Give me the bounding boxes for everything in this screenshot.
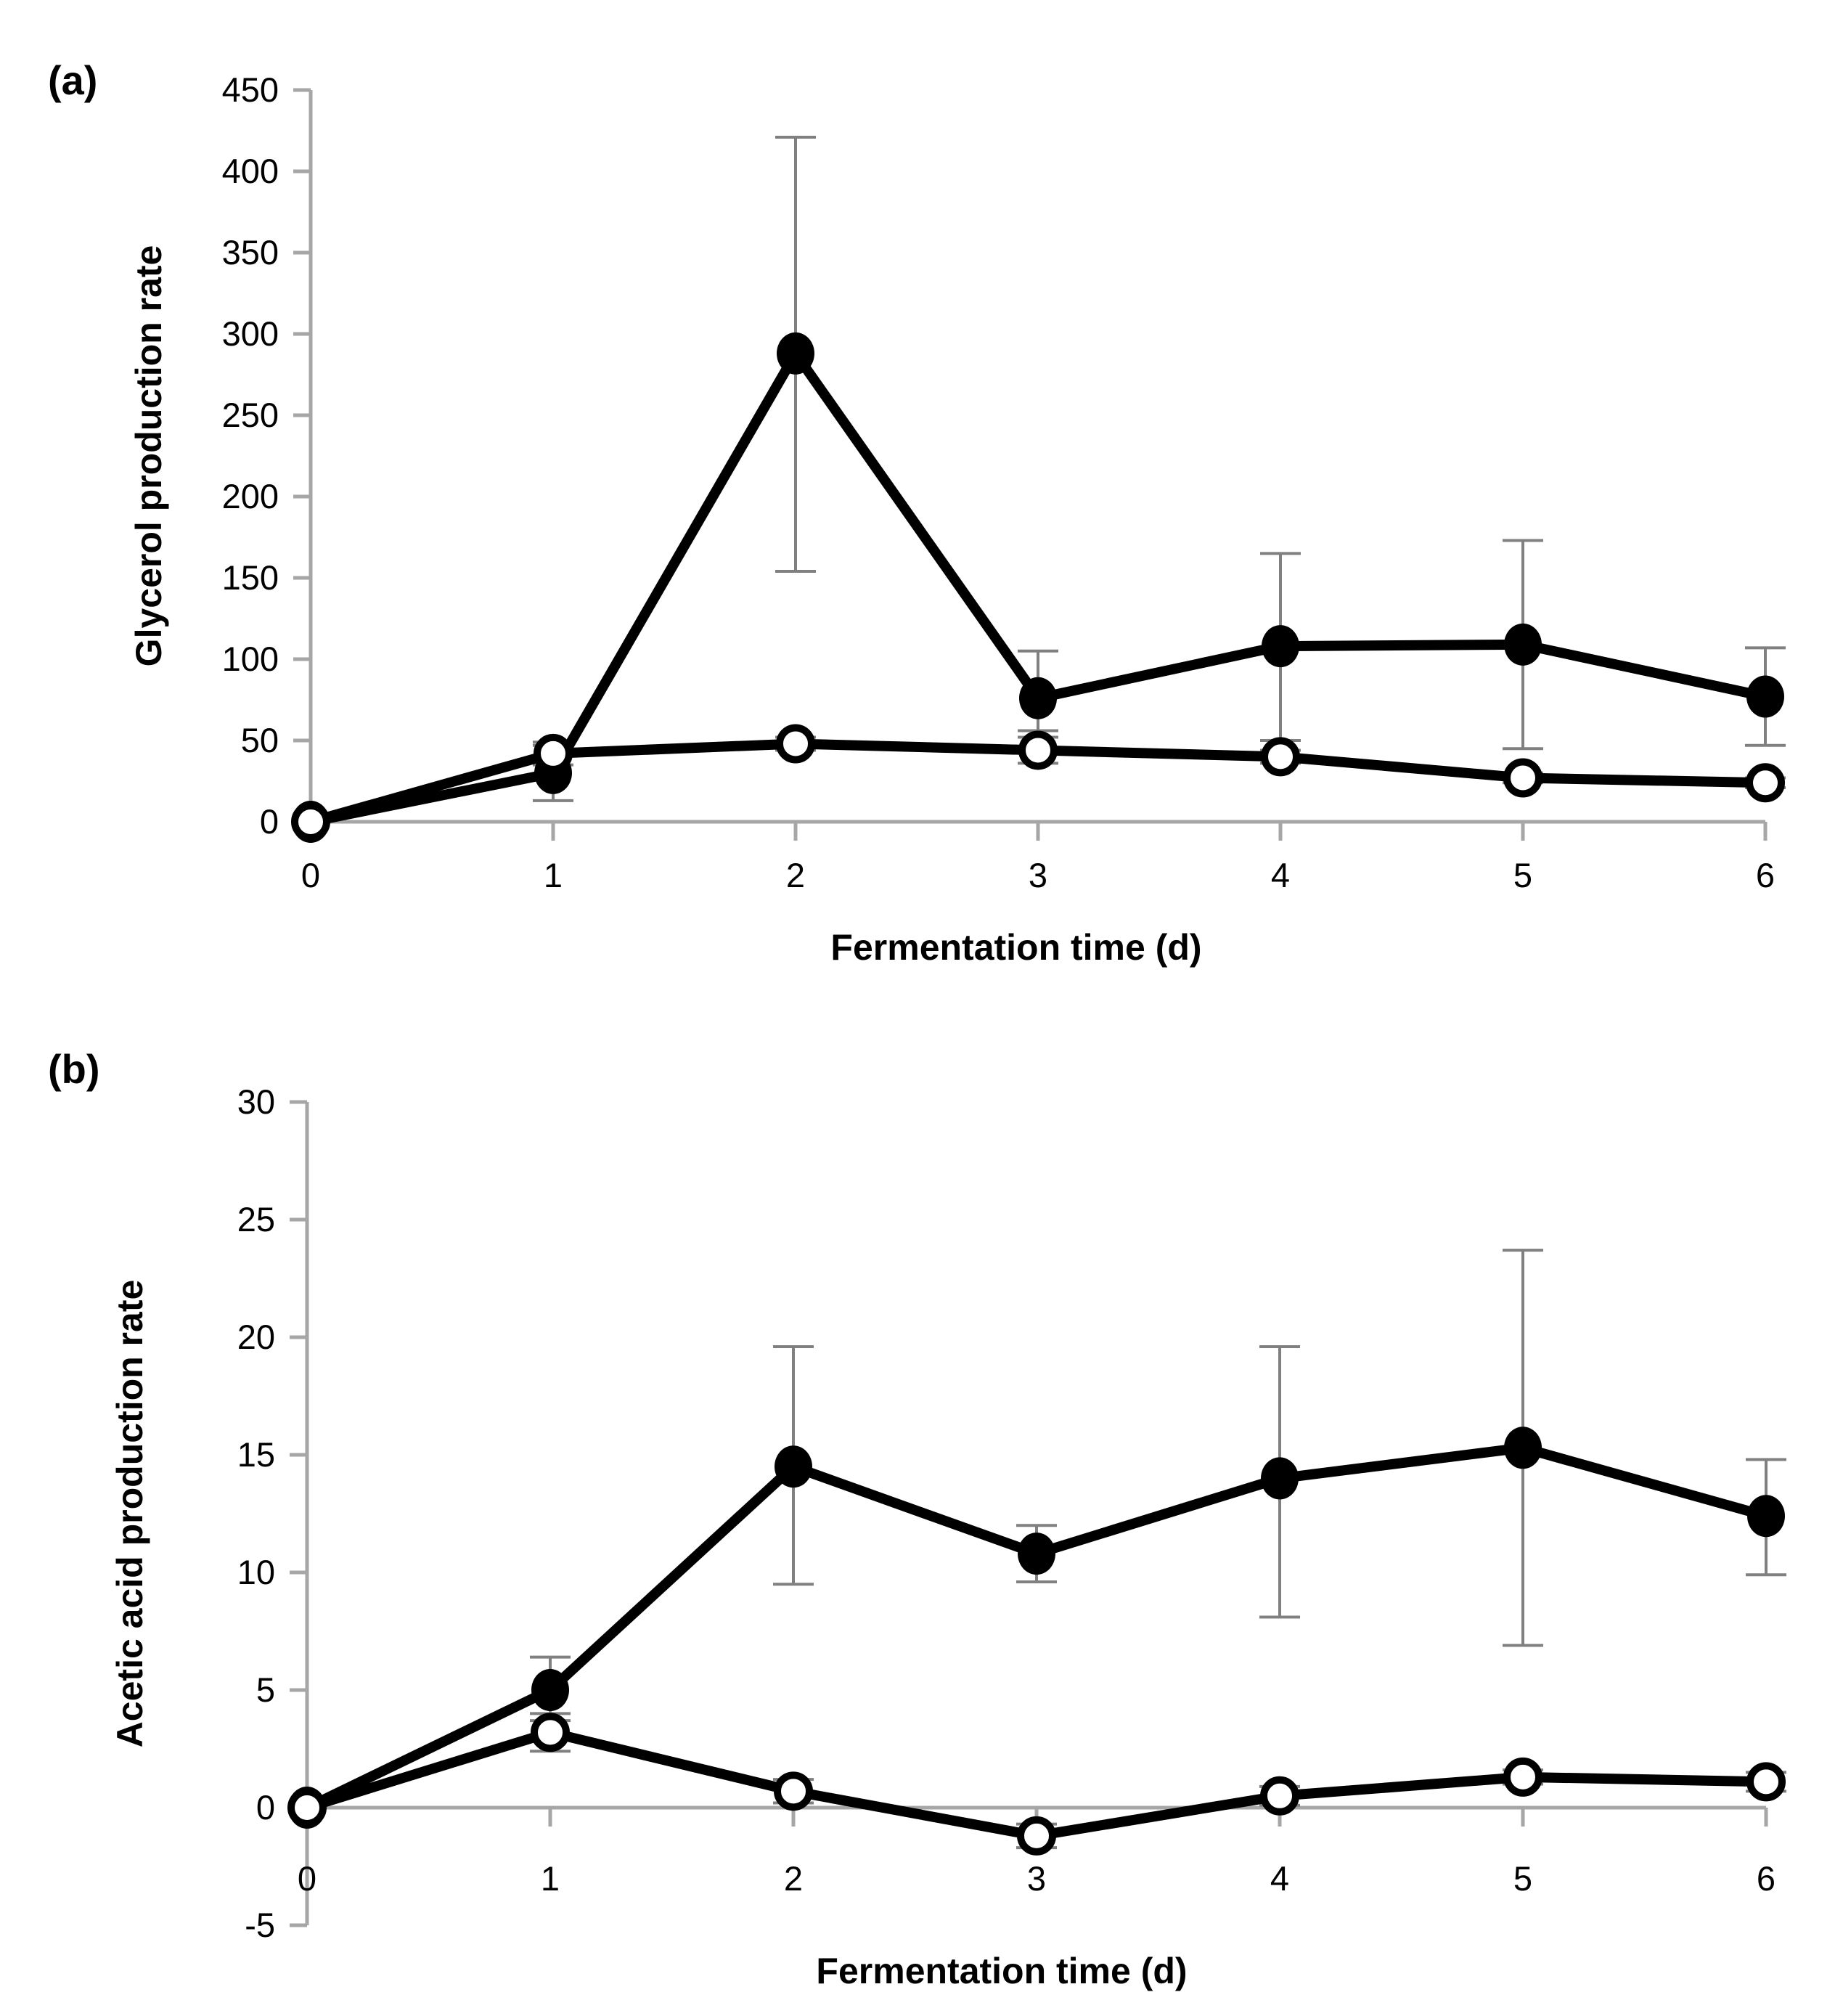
open-circle-marker <box>1503 1757 1542 1797</box>
open-circle-marker <box>776 724 815 764</box>
x-tick-label: 2 <box>784 1859 803 1898</box>
y-tick-label: 0 <box>260 802 279 841</box>
x-tick-label: 0 <box>298 1859 316 1898</box>
open-circle-marker <box>1746 763 1785 803</box>
y-tick-label: 50 <box>241 721 279 759</box>
panel-a-label: (a) <box>48 57 97 103</box>
x-tick-label: 5 <box>1513 856 1532 894</box>
x-tick-label: 0 <box>301 856 320 894</box>
filled-circle-series-line <box>304 1442 1768 1813</box>
filled-circle-marker <box>1262 625 1299 668</box>
filled-circle-marker <box>1019 677 1057 719</box>
y-tick-label: 20 <box>237 1318 275 1356</box>
y-tick-label: 30 <box>237 1082 275 1121</box>
filled-circle-marker <box>777 332 814 375</box>
filled-circle-marker <box>1504 623 1542 666</box>
open-circle-marker <box>287 1788 327 1827</box>
y-tick-label: 25 <box>237 1200 275 1238</box>
panel-b-label: (b) <box>48 1046 100 1092</box>
x-tick-label: 5 <box>1513 1859 1532 1898</box>
x-tick-label: 6 <box>1756 856 1775 894</box>
y-tick-label: -5 <box>245 1906 275 1944</box>
y-tick-label: 15 <box>237 1435 275 1474</box>
y-tick-label: 5 <box>256 1670 275 1709</box>
y-tick-label: 10 <box>237 1553 275 1591</box>
y-tick-label: 450 <box>222 70 279 109</box>
open-circle-marker <box>774 1771 813 1811</box>
x-tick-label: 1 <box>541 1859 560 1898</box>
y-tick-label: 400 <box>222 152 279 190</box>
open-circle-marker <box>534 733 573 773</box>
y-tick-label: 350 <box>222 233 279 272</box>
x-tick-label: 3 <box>1027 1859 1046 1898</box>
y-tick-label: 250 <box>222 396 279 434</box>
filled-circle-marker <box>1504 1427 1542 1469</box>
open-circle-marker <box>1746 1762 1786 1802</box>
open-circle-marker <box>291 802 330 841</box>
open-circle-marker <box>1261 737 1300 777</box>
y-tick-label: 100 <box>222 640 279 678</box>
y-tick-label: 150 <box>222 558 279 597</box>
x-tick-label: 3 <box>1029 856 1047 894</box>
open-circle-marker <box>1018 730 1058 770</box>
x-tick-label: 1 <box>544 856 563 894</box>
filled-circle-marker <box>1747 1495 1785 1538</box>
chart-b-y-axis-title: Acetic acid production rate <box>110 1280 150 1748</box>
chart-a-axes: 450 400 350 300 250 200 150 100 50 00 1 2 3 4 5 6 <box>222 70 1775 894</box>
chart-a-x-axis-title: Fermentation time (d) <box>830 927 1201 968</box>
x-tick-label: 4 <box>1271 856 1290 894</box>
chart-a-y-axis-title: Glycerol production rate <box>128 245 169 667</box>
x-tick-label: 2 <box>786 856 805 894</box>
filled-circle-marker <box>1261 1457 1299 1500</box>
y-tick-label: 300 <box>222 314 279 353</box>
y-tick-label: 0 <box>256 1788 275 1827</box>
open-circle-marker <box>1503 758 1542 798</box>
chart-b-series <box>287 1249 1786 1856</box>
chart-a-series <box>291 135 1786 843</box>
chart-b-axes: 30 25 20 15 10 5 0 -5 0 1 2 3 4 5 6 <box>237 1082 1775 1944</box>
filled-circle-marker <box>531 1669 569 1711</box>
open-circle-marker <box>1260 1776 1299 1816</box>
chart-a: (a) Glycerol production rate Fermentatio… <box>48 57 1786 968</box>
chart-b: (b) Acetic acid production rate Fermenta… <box>48 1046 1786 1991</box>
open-circle-marker <box>531 1713 570 1752</box>
filled-circle-marker <box>1746 675 1784 718</box>
filled-circle-marker <box>775 1445 812 1488</box>
x-tick-label: 6 <box>1757 1859 1775 1898</box>
filled-circle-marker <box>1018 1533 1055 1575</box>
open-circle-marker <box>1017 1816 1056 1856</box>
y-tick-label: 200 <box>222 477 279 515</box>
chart-b-x-axis-title: Fermentation time (d) <box>816 1951 1187 1991</box>
x-tick-label: 4 <box>1270 1859 1289 1898</box>
